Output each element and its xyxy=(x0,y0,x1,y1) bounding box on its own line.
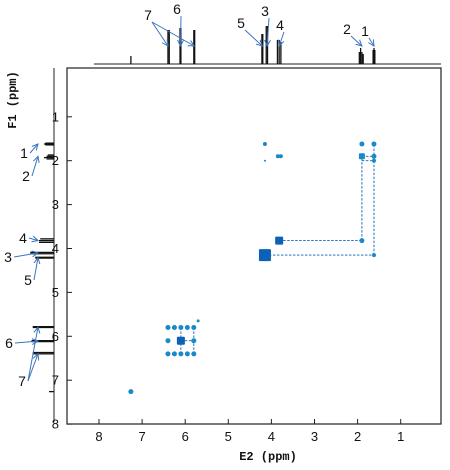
plot-frame xyxy=(66,67,442,425)
cross-peak xyxy=(196,319,200,323)
cross-peak xyxy=(191,351,197,357)
cross-peak xyxy=(371,253,376,258)
peak-label-top: 5 xyxy=(237,15,245,31)
cross-peaks xyxy=(128,141,377,395)
cross-peak xyxy=(275,154,280,159)
peak-label-top: 3 xyxy=(261,3,269,19)
cross-peak xyxy=(178,325,184,331)
cross-peak xyxy=(165,338,171,344)
peak-arrow-top xyxy=(267,17,269,46)
cross-peak xyxy=(371,153,377,159)
y-axis-ticks: 1 2 3 4 5 6 7 8 xyxy=(52,109,72,432)
cross-peak xyxy=(165,351,171,357)
x-tick-label: 6 xyxy=(182,429,189,444)
peak-arrow-left xyxy=(27,354,38,382)
top-projection-spectrum xyxy=(130,26,376,64)
cross-peak xyxy=(171,325,177,331)
peak-arrow-top xyxy=(180,15,181,46)
cross-peak xyxy=(178,351,184,357)
peak-arrow-top xyxy=(279,31,285,46)
cross-peak xyxy=(258,249,271,262)
cross-peak xyxy=(191,325,197,331)
cross-peak xyxy=(275,236,284,245)
x-axis-ticks: 8 7 6 5 4 3 2 1 xyxy=(95,419,404,444)
cross-peak xyxy=(176,336,185,345)
x-tick-label: 8 xyxy=(95,429,102,444)
cross-peak xyxy=(191,338,197,344)
cross-peak xyxy=(263,159,266,162)
cross-peak xyxy=(184,325,190,331)
x-tick-label: 3 xyxy=(311,429,318,444)
x-tick-label: 1 xyxy=(397,429,404,444)
peak-label-left: 3 xyxy=(4,249,12,265)
y-tick-label: 5 xyxy=(52,285,59,300)
cross-peak xyxy=(128,389,134,395)
peak-arrow-top xyxy=(151,21,168,46)
peak-label-left: 5 xyxy=(24,272,32,288)
cross-peak xyxy=(371,158,376,163)
peak-label-left: 1 xyxy=(20,145,28,161)
left-projection-spectrum xyxy=(30,142,54,393)
x-tick-label: 4 xyxy=(268,429,275,444)
peak-arrow-top xyxy=(369,37,374,46)
peak-arrow-left xyxy=(31,156,38,177)
peak-arrow-left xyxy=(28,238,38,241)
peak-label-top: 2 xyxy=(343,21,351,37)
peak-arrow-top xyxy=(244,29,262,46)
cross-peak xyxy=(184,351,190,357)
peak-arrow-left xyxy=(27,327,38,382)
y-axis-label: F1 (ppm) xyxy=(6,71,20,129)
x-tick-label: 7 xyxy=(138,429,145,444)
peak-label-left: 4 xyxy=(19,230,27,246)
cross-peak xyxy=(262,142,267,147)
cross-peak xyxy=(359,238,365,244)
peak-label-top: 1 xyxy=(361,23,369,39)
y-tick-label: 2 xyxy=(52,153,59,168)
y-tick-label: 8 xyxy=(52,417,59,432)
peak-arrow-left xyxy=(13,253,38,258)
peak-arrow-left xyxy=(33,258,38,281)
y-tick-label: 7 xyxy=(52,373,59,388)
cross-peak xyxy=(171,351,177,357)
peak-label-left: 7 xyxy=(18,373,26,389)
cross-peak xyxy=(278,154,283,159)
x-tick-label: 2 xyxy=(354,429,361,444)
cross-peak xyxy=(371,141,377,147)
peak-label-left: 2 xyxy=(22,168,30,184)
peak-label-top: 7 xyxy=(144,7,152,23)
y-tick-label: 6 xyxy=(52,329,59,344)
y-tick-label: 3 xyxy=(52,197,59,212)
cross-peak xyxy=(358,153,365,160)
cross-peak xyxy=(359,141,365,147)
cross-peak xyxy=(165,325,171,331)
peak-arrow-left xyxy=(29,144,38,154)
peak-arrow-top xyxy=(350,35,362,46)
cross-peak-connectors xyxy=(180,144,375,354)
y-tick-label: 1 xyxy=(52,109,59,124)
y-tick-label: 4 xyxy=(52,241,59,256)
peak-label-left: 6 xyxy=(5,335,13,351)
peak-arrow-top xyxy=(151,21,194,46)
peak-label-top: 6 xyxy=(173,1,181,17)
peak-arrow-left xyxy=(14,341,38,343)
peak-label-top: 4 xyxy=(276,17,284,33)
x-tick-label: 5 xyxy=(225,429,232,444)
x-axis-label: E2 (ppm) xyxy=(239,450,297,464)
